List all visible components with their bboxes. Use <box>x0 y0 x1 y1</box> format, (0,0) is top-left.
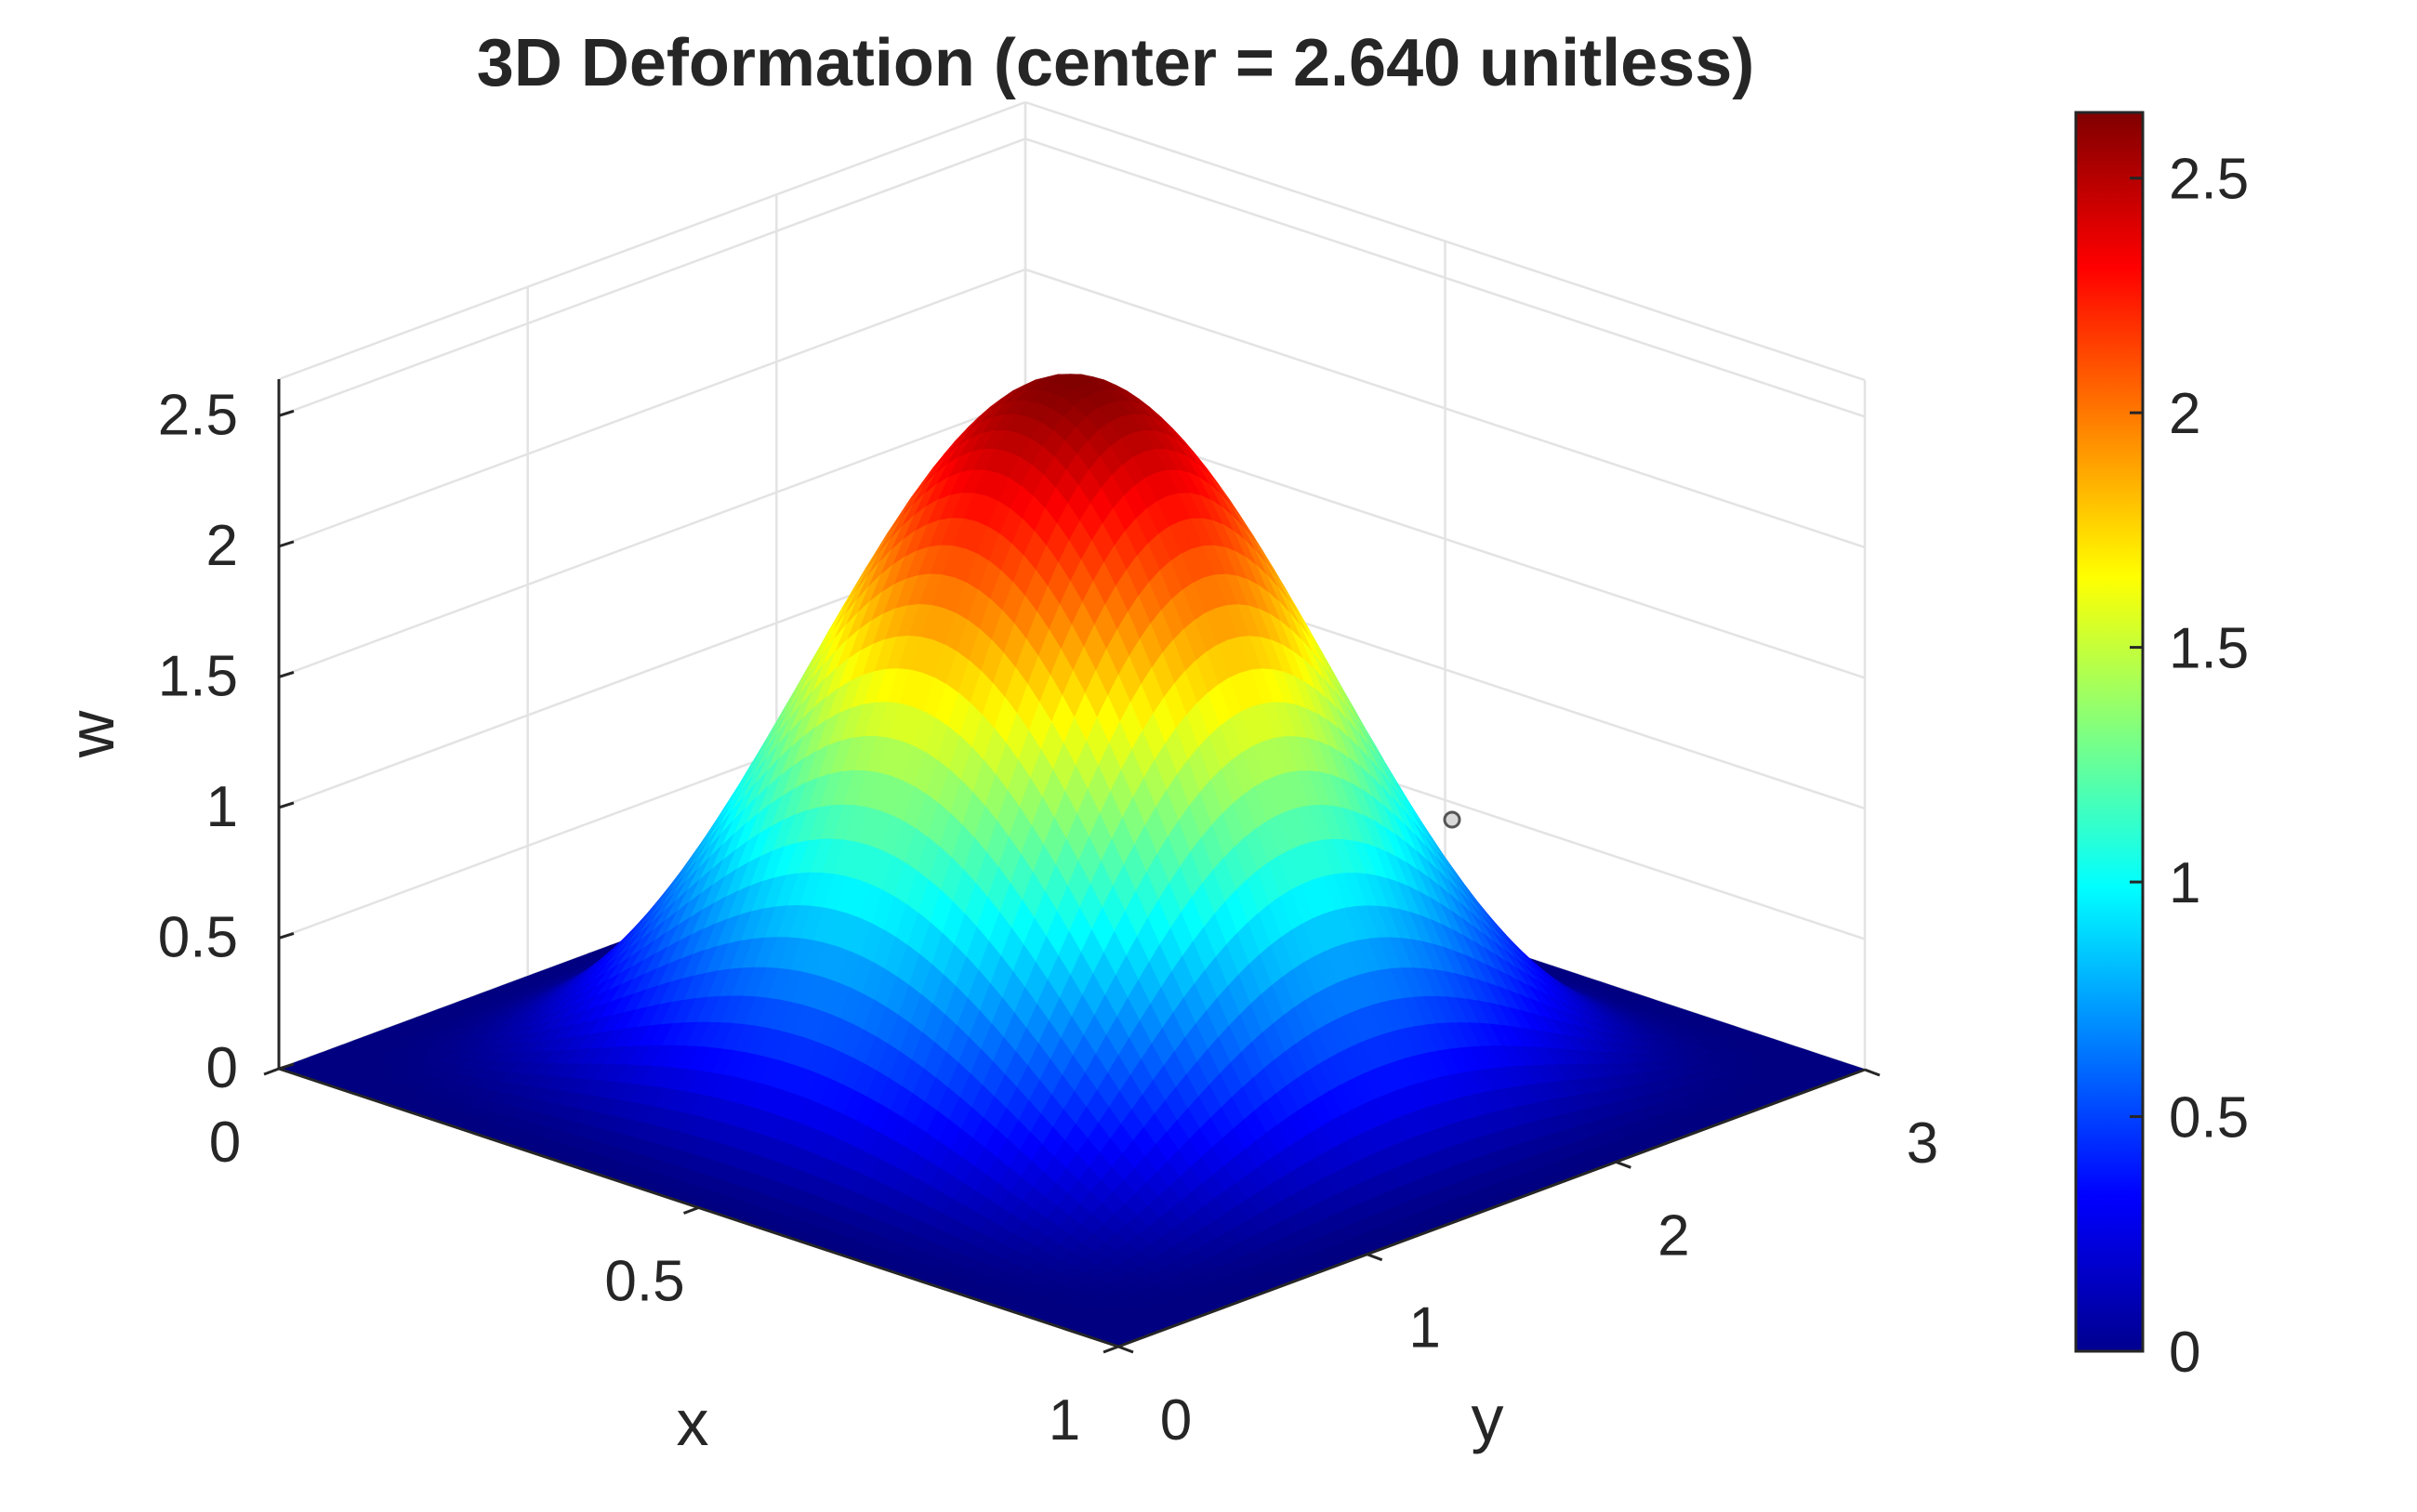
y-tick-label: 0 <box>1160 1388 1192 1453</box>
colorbar-tick-label: 0 <box>2169 1321 2200 1385</box>
z-tick-label: 2 <box>206 514 238 578</box>
y-tick-label: 2 <box>1658 1203 1689 1268</box>
x-tick-label: 0 <box>209 1111 241 1175</box>
y-axis-label: y <box>1472 1382 1504 1454</box>
surface-plot <box>278 374 1866 1348</box>
grid-line <box>278 138 1026 417</box>
colorbar-tick-label: 1.5 <box>2169 617 2249 681</box>
z-axis-label: w <box>55 710 127 758</box>
colorbar-tick-label: 1 <box>2169 851 2200 915</box>
x-tick-label: 0.5 <box>604 1250 684 1314</box>
y-tick-label: 1 <box>1408 1296 1440 1361</box>
z-tick-label: 0.5 <box>158 905 238 969</box>
z-tick-label: 2.5 <box>158 383 238 447</box>
chart-title: 3D Deformation (center = 2.640 unitless) <box>477 26 1754 100</box>
x-tick-label: 1 <box>1049 1388 1080 1453</box>
z-tick-label: 1.5 <box>158 644 238 708</box>
grid-line <box>278 268 1026 548</box>
colorbar-gradient <box>2074 111 2145 1353</box>
z-tick-label: 1 <box>206 775 238 839</box>
data-cursor-marker[interactable] <box>1443 810 1461 829</box>
y-tick-label: 3 <box>1907 1111 1938 1176</box>
x-axis-label: x <box>677 1387 709 1459</box>
colorbar-tick-label: 2.5 <box>2169 148 2249 212</box>
colorbar-tick-label: 2 <box>2169 382 2200 446</box>
axes-3d: 0 0.5 1 1.5 2 2.5 0 0.5 1 0 1 2 3 x y w <box>55 100 1938 1459</box>
grid-line <box>278 100 1026 381</box>
grid-line <box>278 399 1026 678</box>
z-tick-label: 0 <box>206 1036 238 1100</box>
colorbar-tick-label: 0.5 <box>2169 1086 2249 1150</box>
